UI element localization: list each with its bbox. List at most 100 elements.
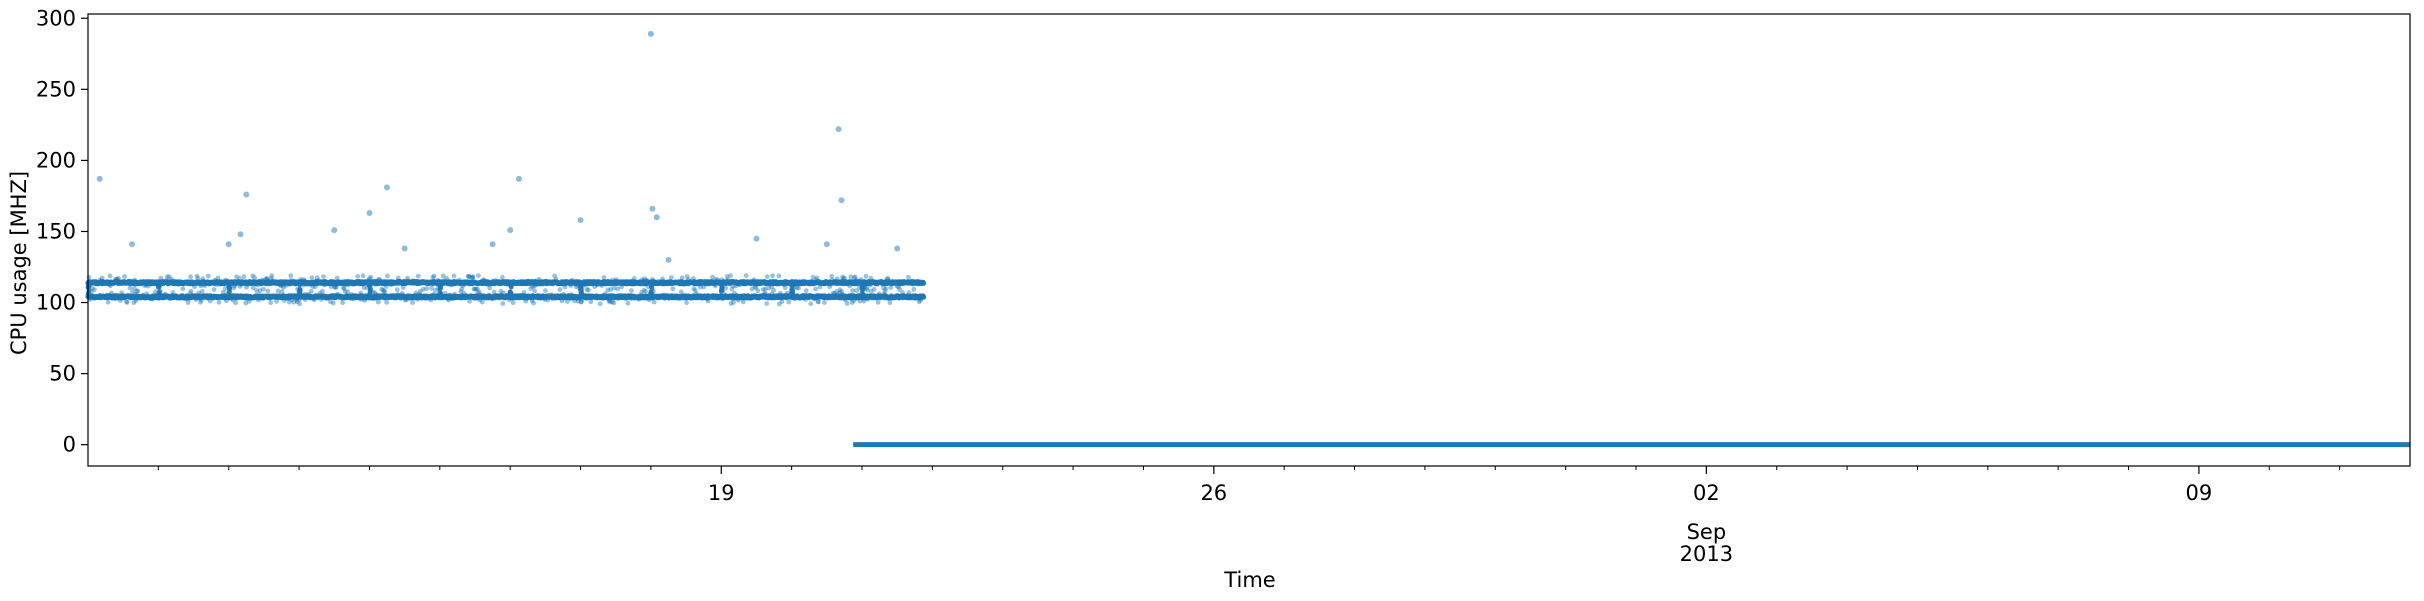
data-point	[771, 287, 776, 293]
data-point	[815, 299, 821, 305]
data-point	[651, 299, 657, 305]
data-point	[400, 285, 406, 290]
data-point	[134, 288, 140, 294]
data-point	[906, 274, 911, 280]
data-point	[816, 299, 821, 305]
data-point	[705, 298, 711, 304]
data-point	[693, 288, 698, 293]
data-point	[921, 294, 927, 300]
y-axis-label: CPU usage [MHZ]	[7, 171, 31, 355]
data-point	[321, 274, 326, 279]
data-point	[728, 301, 734, 306]
axes-frame	[87, 13, 2411, 467]
data-point	[164, 274, 170, 280]
data-point	[122, 274, 127, 279]
x-tick-label: 19	[708, 481, 735, 505]
data-point	[132, 285, 137, 291]
data-point	[500, 301, 506, 306]
data-point	[755, 288, 761, 294]
data-point	[770, 273, 775, 279]
data-point	[639, 290, 644, 295]
data-point	[243, 300, 249, 306]
data-point	[281, 285, 286, 290]
data-point	[749, 286, 755, 292]
data-point	[837, 287, 843, 293]
data-point	[839, 289, 844, 294]
data-point	[814, 275, 820, 281]
data-point	[651, 288, 656, 294]
data-point	[810, 274, 816, 280]
data-point	[786, 299, 792, 305]
data-point	[288, 273, 294, 279]
data-point	[360, 273, 366, 279]
data-point	[865, 287, 870, 293]
x-tick-label: 26	[1200, 481, 1227, 505]
outlier-point	[331, 227, 338, 234]
data-point	[611, 285, 617, 291]
data-point	[779, 299, 785, 304]
data-point	[719, 287, 725, 293]
data-point	[328, 299, 333, 305]
data-point	[863, 273, 869, 279]
data-point	[684, 274, 690, 279]
data-point	[127, 285, 133, 291]
x-axis-label: Time	[1223, 568, 1275, 592]
data-point	[864, 285, 870, 291]
data-point	[649, 286, 655, 292]
data-point	[355, 274, 361, 279]
data-point	[479, 299, 485, 305]
data-point	[921, 280, 927, 286]
data-point	[320, 288, 325, 294]
data-point	[188, 274, 194, 280]
data-point	[868, 288, 874, 294]
data-point	[753, 285, 759, 291]
data-point	[731, 300, 736, 305]
data-point	[467, 274, 473, 279]
data-point	[729, 286, 735, 292]
data-point	[777, 301, 782, 307]
data-point	[794, 285, 800, 291]
data-point	[579, 299, 584, 304]
data-point	[180, 286, 186, 292]
data-point	[764, 274, 770, 280]
data-point	[440, 273, 446, 279]
data-point	[578, 299, 584, 305]
data-point	[670, 286, 676, 292]
outlier-point	[653, 214, 660, 221]
data-point	[92, 287, 97, 293]
data-point	[254, 288, 259, 293]
data-point	[764, 301, 770, 306]
data-point	[881, 285, 886, 291]
data-point	[279, 289, 285, 295]
data-point	[130, 289, 135, 295]
data-point	[241, 274, 247, 280]
data-point	[605, 287, 611, 293]
data-point	[198, 299, 203, 305]
data-point	[743, 273, 749, 278]
data-point	[394, 287, 400, 293]
data-point	[487, 285, 493, 291]
y-tick-label: 150	[36, 219, 76, 243]
data-point	[216, 300, 222, 305]
data-point	[380, 287, 386, 293]
data-point	[469, 275, 475, 280]
data-point	[724, 274, 730, 279]
data-point	[679, 275, 685, 281]
data-point	[294, 299, 300, 305]
data-point	[382, 288, 387, 294]
data-point	[170, 290, 176, 296]
data-point	[697, 284, 703, 290]
data-point	[131, 300, 137, 306]
data-point	[629, 288, 634, 293]
data-point	[678, 289, 684, 295]
series-banded-scatter	[85, 273, 927, 307]
data-point	[803, 288, 809, 294]
data-point	[813, 286, 818, 292]
data-point	[199, 288, 205, 294]
data-point	[510, 300, 516, 306]
data-point	[669, 275, 674, 280]
data-point	[472, 286, 478, 292]
data-point	[381, 289, 387, 295]
data-point	[431, 273, 437, 279]
data-point	[822, 300, 827, 305]
